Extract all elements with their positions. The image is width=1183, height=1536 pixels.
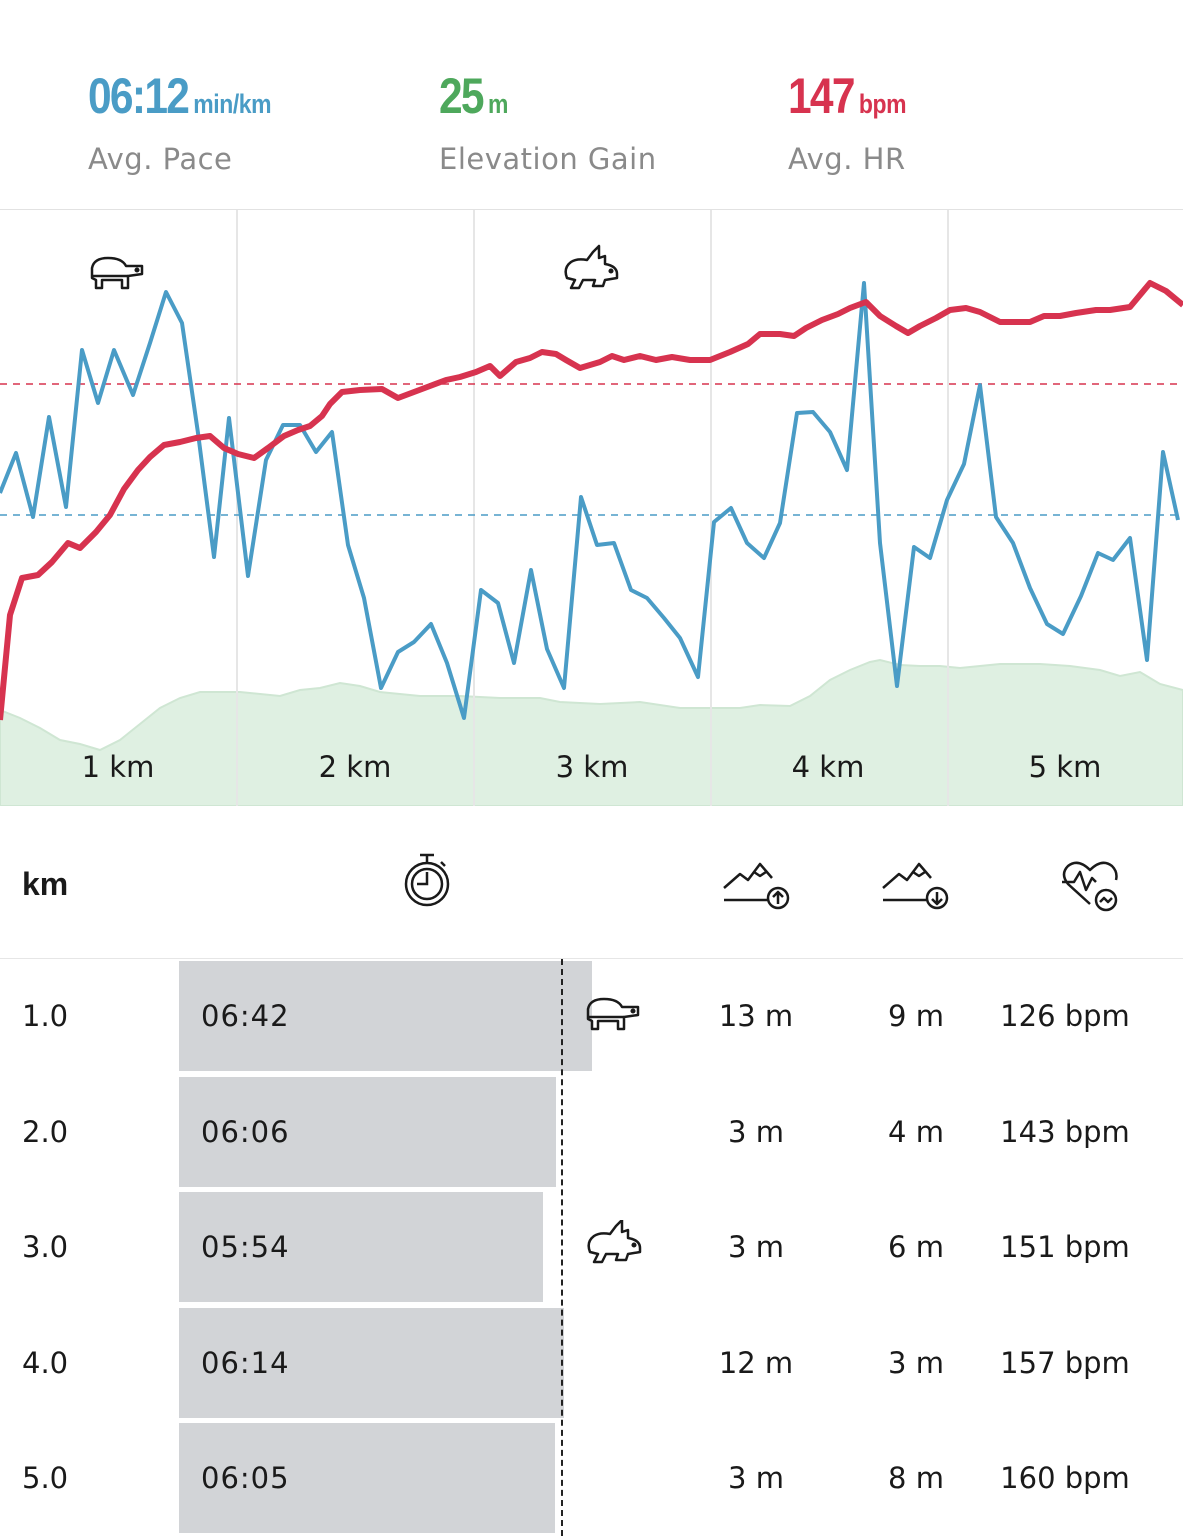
split-heart-rate: 160 bpm: [1000, 1461, 1130, 1495]
split-row-1[interactable]: 1.0 06:42 13 m 9 m 126 bpm: [0, 959, 1183, 1074]
avg-pace-marker-line: [561, 959, 563, 1536]
stopwatch-icon: [404, 853, 450, 907]
avg-pace-unit: min/km: [193, 89, 272, 119]
avg-pace-value: 06:12: [88, 68, 190, 124]
km-column-header: km: [22, 866, 69, 902]
split-pace: 05:54: [201, 1230, 290, 1264]
avg-hr-unit: bpm: [858, 89, 907, 119]
rabbit-icon: [564, 244, 619, 290]
summary-stats: 06:12 min/km Avg. Pace 25 m Elevation Gain…: [0, 0, 1183, 210]
split-km: 4.0: [22, 1346, 69, 1380]
elevation-gain-stat: 25 m Elevation Gain: [439, 68, 657, 176]
km-label-5: 5 km: [1029, 750, 1102, 784]
split-km: 2.0: [22, 1115, 69, 1149]
elevation-gain-unit: m: [487, 89, 508, 119]
pace-bar: [179, 1423, 555, 1533]
split-km: 3.0: [22, 1230, 69, 1264]
km-label-1: 1 km: [82, 750, 155, 784]
split-heart-rate: 151 bpm: [1000, 1230, 1130, 1264]
split-row-4[interactable]: 4.0 06:14 12 m 3 m 157 bpm: [0, 1306, 1183, 1421]
split-elevation-up: 13 m: [718, 999, 794, 1033]
rabbit-icon: [587, 1220, 642, 1264]
km-label-2: 2 km: [319, 750, 392, 784]
pace-bar: [179, 1308, 564, 1418]
turtle-icon: [586, 997, 640, 1031]
split-elevation-down: 3 m: [888, 1346, 944, 1380]
heart-rate-icon: [1062, 861, 1118, 912]
avg-hr-stat: 147 bpm Avg. HR: [788, 68, 927, 176]
avg-hr-label: Avg. HR: [788, 142, 906, 176]
elevation-up-icon: [723, 862, 790, 910]
pace-line: [0, 281, 1180, 720]
split-elevation-down: 9 m: [888, 999, 944, 1033]
split-row-2[interactable]: 2.0 06:06 3 m 4 m 143 bpm: [0, 1075, 1183, 1190]
elevation-gain-label: Elevation Gain: [439, 142, 657, 176]
run-chart[interactable]: 1 km 2 km 3 km 4 km 5 km: [0, 210, 1183, 806]
split-elevation-down: 4 m: [888, 1115, 944, 1149]
pace-bar: [179, 1192, 543, 1302]
elevation-gain-value: 25: [439, 68, 485, 124]
split-pace: 06:05: [201, 1461, 290, 1495]
splits-table: 1.0 06:42 13 m 9 m 126 bpm 2.0 06:06 3 m…: [0, 959, 1183, 1536]
pace-bar: [179, 961, 592, 1071]
split-pace: 06:42: [201, 999, 290, 1033]
split-elevation-up: 3 m: [728, 1230, 784, 1264]
run-chart-svg: 1 km 2 km 3 km 4 km 5 km: [0, 210, 1183, 806]
split-row-3[interactable]: 3.0 05:54 3 m 6 m 151 bpm: [0, 1190, 1183, 1305]
avg-pace-stat: 06:12 min/km Avg. Pace: [88, 68, 303, 176]
split-km: 5.0: [22, 1461, 69, 1495]
split-elevation-down: 6 m: [888, 1230, 944, 1264]
elevation-down-icon: [882, 862, 949, 910]
elevation-area: [0, 658, 1183, 806]
pace-bar: [179, 1077, 556, 1187]
km-label-4: 4 km: [792, 750, 865, 784]
split-elevation-up: 12 m: [718, 1346, 794, 1380]
split-heart-rate: 126 bpm: [1000, 999, 1130, 1033]
splits-header: km: [0, 806, 1183, 959]
split-elevation-up: 3 m: [728, 1461, 784, 1495]
avg-pace-label: Avg. Pace: [88, 142, 233, 176]
split-pace: 06:06: [201, 1115, 290, 1149]
turtle-icon: [90, 256, 144, 290]
split-heart-rate: 157 bpm: [1000, 1346, 1130, 1380]
km-label-3: 3 km: [556, 750, 629, 784]
split-heart-rate: 143 bpm: [1000, 1115, 1130, 1149]
split-elevation-down: 8 m: [888, 1461, 944, 1495]
split-km: 1.0: [22, 999, 69, 1033]
avg-hr-value: 147: [788, 68, 856, 124]
split-row-5[interactable]: 5.0 06:05 3 m 8 m 160 bpm: [0, 1421, 1183, 1536]
split-pace: 06:14: [201, 1346, 290, 1380]
split-elevation-up: 3 m: [728, 1115, 784, 1149]
hr-line: [0, 280, 1183, 721]
